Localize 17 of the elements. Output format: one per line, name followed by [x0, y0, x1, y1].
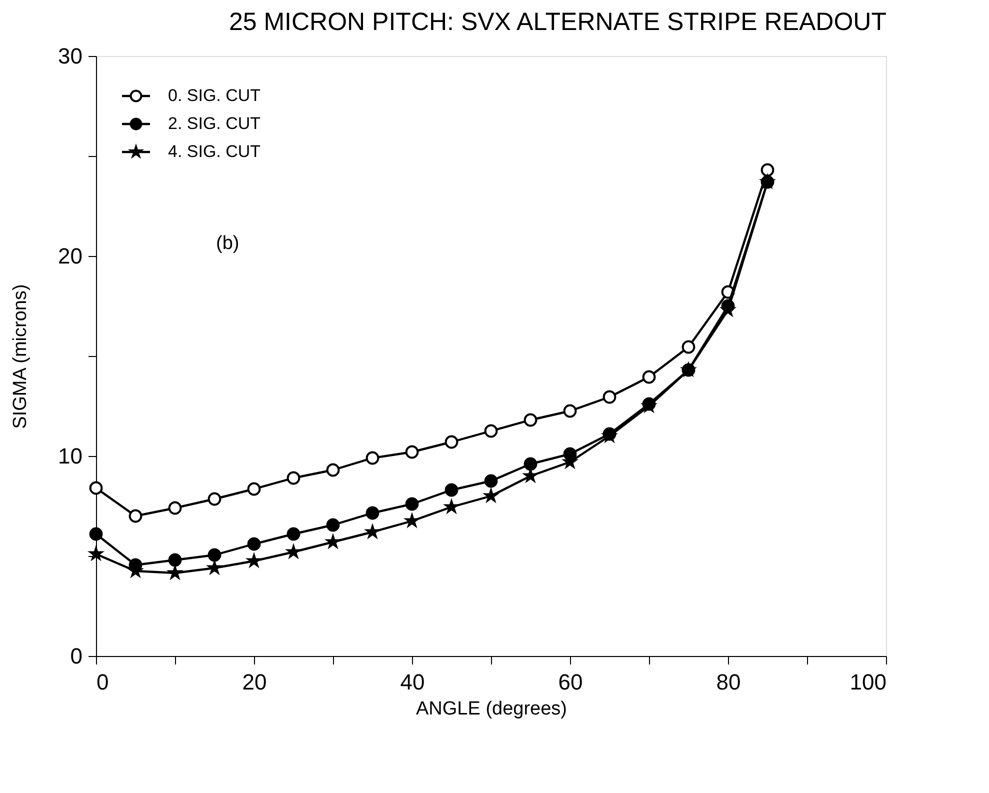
legend-label: 0. SIG. CUT: [168, 86, 261, 105]
y-tick-label: 0: [70, 644, 82, 668]
chart-title: 25 MICRON PITCH: SVX ALTERNATE STRIPE READOUT: [228, 8, 886, 36]
y-tick-label: 10: [58, 444, 82, 468]
x-tick-label: 20: [242, 670, 267, 694]
legend-label: 2. SIG. CUT: [168, 114, 261, 133]
y-tick-label: 30: [58, 44, 82, 68]
x-tick-label: 60: [558, 670, 583, 694]
x-tick-label: 0: [96, 670, 109, 694]
annotation: (b): [216, 233, 240, 254]
x-tick-label: 100: [850, 670, 886, 694]
x-tick-label: 40: [400, 670, 425, 694]
legend-label: 4. SIG. CUT: [168, 142, 261, 161]
x-tick-label: 80: [716, 670, 741, 694]
y-tick-label: 20: [58, 244, 82, 268]
y-axis-title: SIGMA (microns): [10, 284, 32, 429]
x-axis-title: ANGLE (degrees): [416, 698, 568, 720]
